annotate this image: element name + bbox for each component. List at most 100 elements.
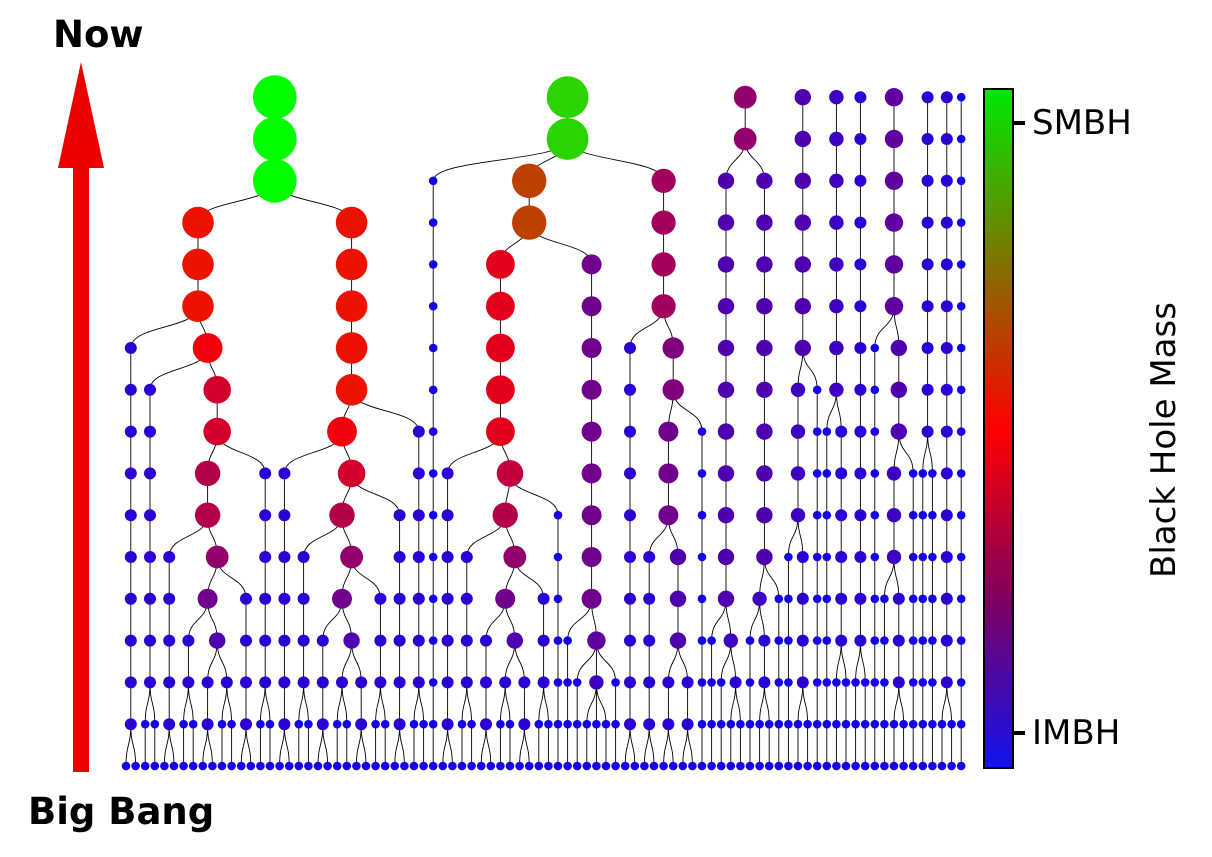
black-hole-dot bbox=[428, 343, 438, 353]
black-hole-dot bbox=[393, 676, 406, 689]
black-hole-dots bbox=[121, 75, 966, 771]
merger-edge bbox=[648, 724, 655, 767]
black-hole-dot bbox=[956, 176, 966, 186]
black-hole-dot bbox=[252, 75, 297, 120]
black-hole-dot bbox=[486, 250, 515, 279]
black-hole-dot bbox=[217, 719, 227, 729]
black-hole-dot bbox=[144, 509, 156, 522]
black-hole-dot bbox=[886, 549, 902, 565]
black-hole-dot bbox=[412, 676, 425, 689]
black-hole-dot bbox=[812, 678, 822, 687]
merger-edge bbox=[187, 682, 194, 725]
black-hole-dot bbox=[756, 214, 773, 231]
merger-edge bbox=[355, 724, 362, 767]
black-hole-dot bbox=[400, 761, 409, 771]
black-hole-dot bbox=[553, 594, 563, 604]
black-hole-dot bbox=[921, 174, 934, 187]
black-hole-dot bbox=[297, 551, 310, 563]
black-hole-dot bbox=[624, 592, 636, 605]
black-hole-dot bbox=[342, 761, 352, 771]
black-hole-dot bbox=[304, 761, 313, 771]
black-hole-dot bbox=[380, 719, 390, 729]
black-hole-dot bbox=[854, 174, 867, 187]
black-hole-dot bbox=[182, 634, 195, 647]
black-hole-dot bbox=[764, 719, 774, 729]
black-hole-dot bbox=[707, 761, 716, 771]
black-hole-dot bbox=[794, 130, 811, 148]
black-hole-dot bbox=[774, 594, 784, 604]
black-hole-dot bbox=[870, 343, 880, 353]
black-hole-dot bbox=[854, 258, 867, 271]
black-hole-dot bbox=[790, 508, 806, 523]
black-hole-dot bbox=[928, 678, 937, 687]
black-hole-dot bbox=[197, 588, 218, 609]
black-hole-dot bbox=[884, 297, 904, 316]
black-hole-dot bbox=[651, 252, 676, 277]
black-hole-dot bbox=[496, 761, 505, 771]
black-hole-dot bbox=[940, 133, 953, 145]
black-hole-dot bbox=[697, 427, 707, 436]
merger-edge bbox=[375, 682, 381, 725]
black-hole-dot bbox=[355, 718, 368, 731]
black-hole-dot bbox=[428, 427, 438, 436]
black-hole-dot bbox=[697, 719, 707, 729]
black-hole-dot bbox=[256, 761, 265, 771]
black-hole-dot bbox=[355, 676, 368, 689]
black-hole-dot bbox=[611, 678, 620, 687]
black-hole-dot bbox=[794, 214, 811, 231]
merger-edge bbox=[163, 724, 170, 767]
black-hole-dot bbox=[662, 676, 675, 689]
black-hole-dot bbox=[182, 676, 195, 689]
black-hole-dot bbox=[937, 761, 947, 771]
black-hole-dot bbox=[835, 634, 848, 647]
black-hole-dot bbox=[553, 761, 563, 771]
black-hole-dot bbox=[851, 678, 860, 687]
black-hole-dot bbox=[329, 502, 355, 528]
black-hole-dot bbox=[822, 719, 832, 729]
black-hole-dot bbox=[492, 502, 518, 528]
black-hole-dot bbox=[870, 719, 880, 729]
black-hole-dot bbox=[784, 719, 793, 729]
black-hole-dot bbox=[829, 340, 844, 356]
black-hole-dot bbox=[336, 676, 348, 689]
black-hole-dot bbox=[886, 508, 902, 523]
merger-edge bbox=[687, 724, 693, 767]
merger-edge bbox=[519, 724, 525, 767]
merger-edge bbox=[360, 724, 367, 767]
smbh-tick-mark bbox=[1014, 121, 1025, 125]
black-hole-dot bbox=[658, 505, 679, 526]
black-hole-dot bbox=[316, 634, 329, 647]
black-hole-dot bbox=[940, 91, 953, 104]
black-hole-dot bbox=[428, 260, 438, 269]
black-hole-dot bbox=[124, 676, 137, 689]
black-hole-dot bbox=[448, 761, 457, 771]
black-hole-dot bbox=[918, 469, 928, 478]
black-hole-dot bbox=[163, 551, 176, 563]
black-hole-dot bbox=[756, 507, 773, 524]
black-hole-dot bbox=[940, 383, 953, 396]
black-hole-dot bbox=[854, 551, 867, 563]
black-hole-dot bbox=[486, 375, 515, 405]
black-hole-dot bbox=[460, 592, 473, 605]
black-hole-dot bbox=[717, 507, 735, 524]
black-hole-dot bbox=[643, 676, 656, 689]
black-hole-dot bbox=[582, 761, 592, 771]
black-hole-dot bbox=[428, 301, 438, 311]
black-hole-dot bbox=[717, 339, 735, 357]
black-hole-dot bbox=[651, 294, 676, 319]
black-hole-dot bbox=[649, 761, 659, 771]
black-hole-dot bbox=[457, 719, 467, 729]
black-hole-dot bbox=[246, 761, 256, 771]
black-hole-dot bbox=[630, 761, 640, 771]
black-hole-dot bbox=[928, 510, 937, 520]
black-hole-dot bbox=[643, 551, 656, 563]
black-hole-dot bbox=[890, 423, 907, 440]
black-hole-dot bbox=[278, 676, 291, 689]
black-hole-dot bbox=[793, 719, 803, 729]
black-hole-dot bbox=[717, 381, 735, 398]
black-hole-dot bbox=[337, 459, 366, 488]
black-hole-dot bbox=[899, 719, 908, 729]
black-hole-dot bbox=[179, 761, 188, 771]
black-hole-dot bbox=[733, 127, 757, 151]
black-hole-dot bbox=[409, 761, 419, 771]
